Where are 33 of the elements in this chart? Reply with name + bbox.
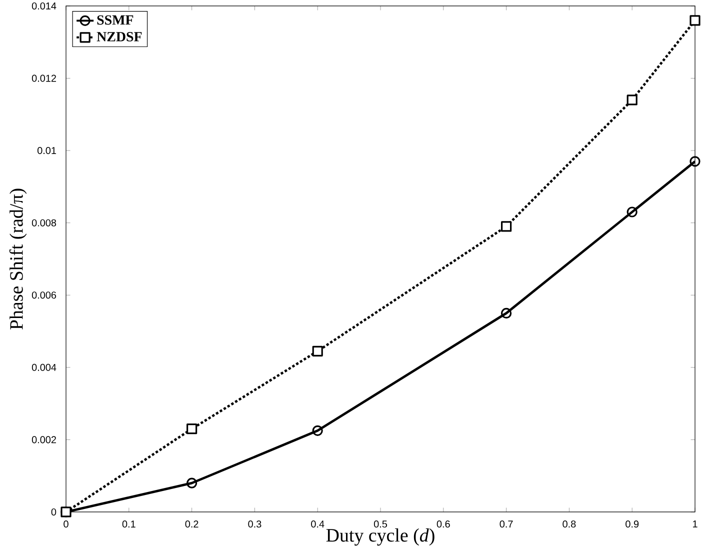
y-tick-label: 0.012 [32, 74, 56, 82]
x-tick-label: 0.3 [248, 520, 262, 528]
y-tick-label: 0.006 [32, 292, 56, 299]
x-tick-label: 0.7 [500, 520, 513, 528]
point [501, 221, 512, 232]
x-tick-label: 1 [693, 520, 698, 528]
point [626, 206, 638, 218]
point [690, 15, 700, 26]
x-tick-label: 0.2 [185, 520, 198, 528]
x-tick-label: 0.1 [122, 520, 136, 528]
x-tick-label: 0 [64, 520, 68, 528]
point [312, 425, 323, 436]
point [626, 94, 638, 106]
x-tick-label: 0.5 [374, 520, 388, 528]
legend-label: SSMF [97, 15, 134, 25]
x-tick-label: 0.9 [626, 520, 639, 528]
y-tick-label: 0.002 [32, 436, 56, 444]
y-tick-label: 0.01 [37, 147, 56, 154]
y-tick-label: 0.008 [32, 219, 56, 226]
point [312, 346, 323, 356]
x-tick-label: 0.6 [436, 520, 450, 528]
legend-label: NZDSF [96, 32, 142, 42]
point [501, 308, 512, 318]
y-tick-label: 0.004 [32, 364, 56, 371]
point [186, 424, 198, 434]
point [186, 478, 198, 488]
y-tick-label: 0 [51, 508, 56, 516]
point [690, 156, 700, 167]
x-tick-label: 0.8 [562, 520, 576, 528]
x-axis-title: Duty cycle (d) [326, 528, 434, 546]
y-axis-title: Phase Shift (rad/π) [9, 188, 27, 330]
y-tick-label: 0.014 [32, 2, 56, 10]
x-tick-label: 0.4 [311, 520, 324, 528]
